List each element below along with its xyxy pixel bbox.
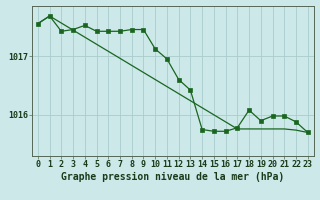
X-axis label: Graphe pression niveau de la mer (hPa): Graphe pression niveau de la mer (hPa) [61,172,284,182]
